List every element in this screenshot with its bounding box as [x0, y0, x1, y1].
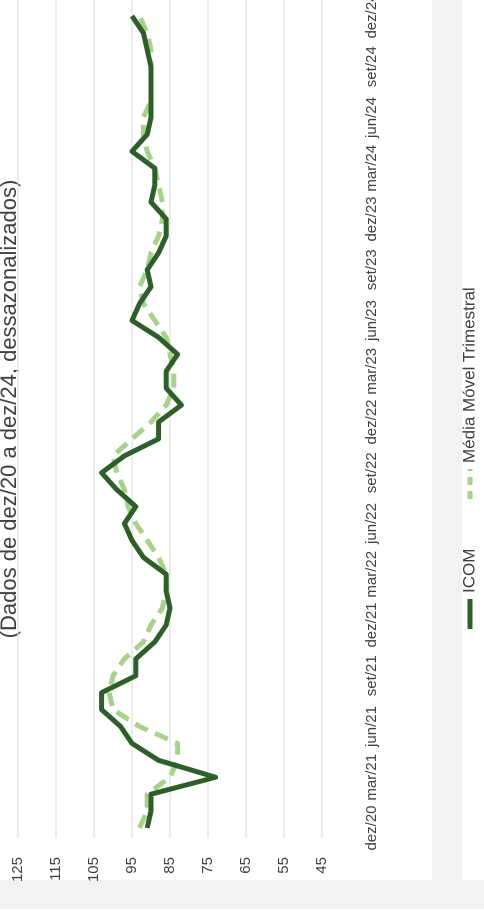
- legend-label: Média Móvel Trimestral: [459, 287, 478, 463]
- frame-band: [0, 880, 484, 909]
- x-tick-label: dez/22: [363, 399, 380, 444]
- x-tick-label: set/22: [363, 452, 380, 493]
- x-tick-label: set/21: [363, 655, 380, 696]
- y-tick-label: 65: [237, 857, 254, 874]
- x-tick-label: jun/24: [363, 97, 380, 139]
- x-tick-label: jun/22: [363, 503, 380, 545]
- x-tick-label: dez/21: [363, 602, 380, 647]
- x-tick-label: dez/23: [363, 196, 380, 241]
- x-tick-label: mar/21: [363, 754, 380, 801]
- y-tick-label: 95: [123, 857, 140, 874]
- x-tick-label: jun/21: [363, 706, 380, 748]
- series-line: [99, 14, 219, 829]
- legend-label: ICOM: [459, 549, 478, 593]
- x-tick-label: set/24: [363, 46, 380, 87]
- y-tick-label: 115: [47, 857, 64, 881]
- y-tick-label: 55: [275, 857, 292, 874]
- x-tick-label: dez/24: [363, 0, 380, 39]
- chart-title: (Dados de dez/20 a dez/24, dessazonaliza…: [0, 180, 21, 639]
- y-tick-label: 45: [313, 857, 330, 874]
- x-tick-label: mar/24: [363, 145, 380, 192]
- x-tick-label: mar/22: [363, 551, 380, 598]
- y-tick-label: 125: [9, 857, 26, 882]
- x-tick-label: mar/23: [363, 348, 380, 395]
- y-tick-label: 85: [161, 857, 178, 874]
- chart-body: (Dados de dez/20 a dez/24, dessazonaliza…: [0, 0, 478, 882]
- y-tick-label: 75: [199, 857, 216, 874]
- frame-band: [432, 0, 462, 909]
- x-tick-label: set/23: [363, 249, 380, 290]
- y-tick-label: 105: [85, 857, 102, 882]
- x-tick-label: jun/23: [363, 300, 380, 342]
- series-line: [106, 14, 181, 830]
- x-tick-label: dez/20: [363, 805, 380, 850]
